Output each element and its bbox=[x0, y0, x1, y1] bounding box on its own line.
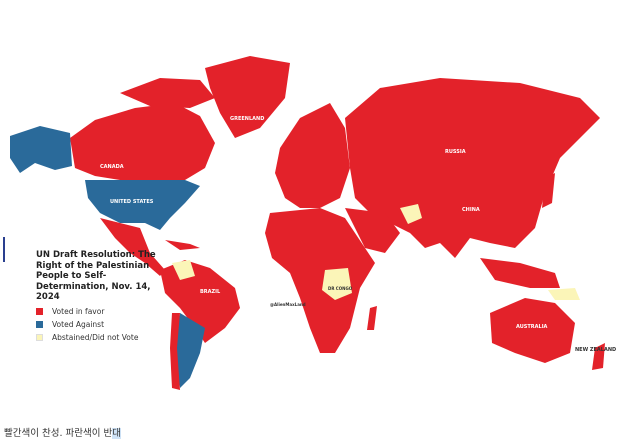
region-chile bbox=[170, 313, 180, 390]
label-new-zealand: NEW ZEALAND bbox=[575, 347, 616, 353]
label-australia: AUSTRALIA bbox=[516, 324, 548, 330]
region-middle-east bbox=[345, 208, 400, 253]
legend-item-against: Voted Against bbox=[36, 320, 156, 329]
caption-text: 빨간색이 찬성. 파란색이 반 bbox=[4, 428, 113, 439]
label-united-states: UNITED STATES bbox=[110, 199, 154, 205]
legend-item-abstain: Abstained/Did not Vote bbox=[36, 333, 156, 342]
watermark: @AlienMaxLand bbox=[270, 302, 306, 307]
region-mexico-central-america bbox=[100, 218, 165, 276]
region-japan bbox=[542, 173, 555, 208]
label-dr-congo: DR CONGO bbox=[328, 286, 353, 291]
region-alaska bbox=[10, 126, 72, 173]
region-argentina bbox=[175, 313, 205, 388]
label-china: CHINA bbox=[462, 207, 480, 213]
map-legend: UN Draft Resolution: The Right of the Pa… bbox=[36, 250, 156, 342]
label-greenland: GREENLAND bbox=[230, 116, 264, 122]
region-united-states bbox=[85, 180, 200, 230]
region-australia bbox=[490, 298, 575, 363]
legend-label: Abstained/Did not Vote bbox=[52, 332, 139, 342]
world-vote-map: GREENLAND CANADA UNITED STATES RUSSIA CH… bbox=[10, 56, 616, 390]
region-greenland bbox=[205, 56, 290, 138]
label-russia: RUSSIA bbox=[445, 149, 466, 155]
label-brazil: BRAZIL bbox=[200, 289, 221, 295]
label-canada: CANADA bbox=[100, 164, 124, 170]
legend-item-favor: Voted in favor bbox=[36, 307, 156, 316]
legend-label: Voted in favor bbox=[52, 306, 105, 316]
sidebar-accent-bar bbox=[3, 237, 5, 262]
region-south-america bbox=[160, 260, 240, 343]
legend-label: Voted Against bbox=[52, 319, 105, 329]
region-afghanistan bbox=[400, 204, 422, 224]
image-caption: 빨간색이 찬성. 파란색이 반대 bbox=[4, 425, 121, 439]
region-caribbean bbox=[165, 240, 200, 250]
region-arctic-islands bbox=[120, 78, 215, 108]
region-venezuela-guyana bbox=[172, 260, 195, 280]
region-europe bbox=[275, 103, 350, 208]
region-africa bbox=[265, 208, 375, 353]
legend-title: UN Draft Resolution: The Right of the Pa… bbox=[36, 250, 156, 302]
caption-selected-text: 대 bbox=[112, 428, 121, 439]
region-canada bbox=[70, 103, 215, 183]
region-madagascar bbox=[367, 306, 377, 330]
region-southeast-asia bbox=[480, 258, 560, 288]
swatch-against bbox=[36, 320, 43, 328]
region-new-zealand bbox=[592, 343, 605, 370]
swatch-favor bbox=[36, 307, 43, 315]
swatch-abstain bbox=[36, 333, 43, 341]
region-papua-new-guinea bbox=[548, 288, 580, 300]
region-dr-congo bbox=[322, 268, 352, 300]
